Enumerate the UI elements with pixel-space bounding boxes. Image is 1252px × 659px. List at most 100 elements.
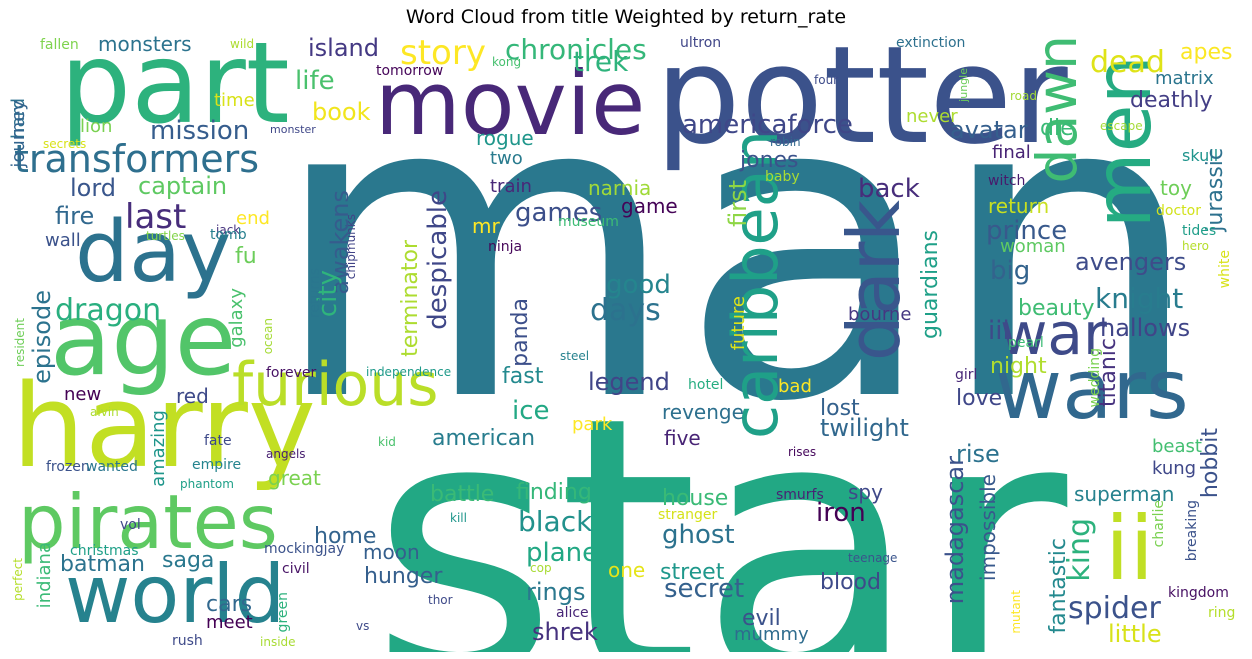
cloud-word-last: last <box>125 197 187 237</box>
cloud-word-saga: saga <box>162 548 215 573</box>
cloud-word-shrek: shrek <box>532 618 598 646</box>
cloud-word-christmas: christmas <box>70 543 139 559</box>
cloud-word-secrets: secrets <box>43 137 87 151</box>
cloud-word-narnia: narnia <box>588 176 652 200</box>
cloud-word-extinction: extinction <box>896 35 966 51</box>
cloud-word-perfect: perfect <box>11 558 25 601</box>
cloud-word-rise: rise <box>956 440 1000 468</box>
cloud-word-empire: empire <box>192 457 242 473</box>
cloud-word-amazing: amazing <box>148 410 169 487</box>
cloud-word-terminator: terminator <box>398 240 423 357</box>
cloud-word-ice: ice <box>512 396 550 426</box>
cloud-word-road: road <box>1010 89 1037 103</box>
cloud-word-planet: planet <box>526 538 609 568</box>
cloud-word-dark: dark <box>832 200 916 362</box>
cloud-word-revenge: revenge <box>662 400 744 424</box>
cloud-word-indiana: indiana <box>34 542 55 609</box>
cloud-word-great: great <box>268 466 321 490</box>
cloud-word-kung: kung <box>1152 458 1197 479</box>
cloud-word-wedding: wedding <box>1087 348 1103 408</box>
cloud-word-dead: dead <box>1090 45 1165 80</box>
cloud-word-ii: ii <box>1105 497 1154 600</box>
cloud-word-book: book <box>312 98 371 126</box>
cloud-word-never: never <box>906 106 958 127</box>
cloud-word-lost: lost <box>820 396 860 421</box>
cloud-word-knight: knight <box>1095 282 1184 315</box>
cloud-word-monsters: monsters <box>98 32 192 56</box>
cloud-word-ocean: ocean <box>261 318 275 355</box>
cloud-word-apes: apes <box>1180 40 1233 65</box>
cloud-word-mr: mr <box>472 214 500 238</box>
cloud-word-ring: ring <box>1208 605 1236 621</box>
cloud-word-home: home <box>314 524 377 549</box>
cloud-word-harry: harry <box>12 360 316 494</box>
cloud-word-charlie: charlie <box>1151 500 1167 548</box>
cloud-word-american: american <box>432 426 536 451</box>
cloud-word-spider: spider <box>1068 591 1161 626</box>
cloud-word-age: age <box>50 281 237 398</box>
cloud-word-hobbit: hobbit <box>1198 428 1223 499</box>
cloud-word-phantom: phantom <box>180 477 234 491</box>
cloud-word-matrix: matrix <box>1155 68 1214 89</box>
cloud-word-kingdom: kingdom <box>1168 585 1229 601</box>
cloud-word-man: man <box>270 32 1203 494</box>
cloud-word-blood: blood <box>820 570 881 595</box>
cloud-word-kill: kill <box>450 511 467 525</box>
cloud-word-iii: iii <box>988 316 1010 346</box>
cloud-word-woman: woman <box>1000 236 1066 257</box>
cloud-word-teenage: teenage <box>848 551 898 565</box>
cloud-word-angels: angels <box>266 447 306 461</box>
cloud-word-big: big <box>990 256 1031 286</box>
cloud-word-night: night <box>990 354 1047 379</box>
cloud-word-cars: cars <box>206 592 253 617</box>
cloud-word-two: two <box>490 148 523 169</box>
cloud-word-impossible: impossible <box>976 474 1000 581</box>
cloud-word-white: white <box>1217 250 1233 289</box>
cloud-word-ultron: ultron <box>680 35 722 51</box>
cloud-word-kid: kid <box>378 435 396 449</box>
cloud-word-girl: girl <box>955 367 978 383</box>
cloud-word-war: war <box>1000 300 1107 368</box>
cloud-word-time: time <box>214 90 255 111</box>
cloud-word-dragon: dragon <box>55 293 162 328</box>
cloud-word-train: train <box>490 176 532 197</box>
cloud-word-forever: forever <box>266 365 317 381</box>
cloud-word-hero: hero <box>1182 239 1209 253</box>
cloud-word-chronicles: chronicles <box>505 33 647 66</box>
cloud-word-ninja: ninja <box>488 239 523 255</box>
cloud-word-avatar: avatar <box>950 116 1028 144</box>
cloud-word-journey: journey <box>10 100 29 168</box>
cloud-word-mockingjay: mockingjay <box>264 541 345 557</box>
cloud-word-inside: inside <box>260 635 296 649</box>
cloud-word-spy: spy <box>848 480 883 504</box>
cloud-word-days: days <box>590 293 661 328</box>
cloud-word-bourne: bourne <box>848 304 912 325</box>
cloud-word-alice: alice <box>556 605 589 621</box>
cloud-word-vol: vol <box>120 517 141 533</box>
cloud-word-skull: skull <box>1182 146 1219 165</box>
cloud-word-hotel: hotel <box>688 377 724 393</box>
chart-title: Word Cloud from title Weighted by return… <box>405 6 847 28</box>
cloud-word-four: four <box>814 73 839 87</box>
cloud-word-galaxy: galaxy <box>226 288 247 348</box>
cloud-word-rush: rush <box>172 633 203 649</box>
cloud-word-steel: steel <box>560 349 590 363</box>
cloud-word-deathly: deathly <box>1130 88 1213 113</box>
cloud-word-men: men <box>1079 55 1169 229</box>
cloud-word-secret: secret <box>664 574 745 604</box>
cloud-word-witch: witch <box>988 173 1026 189</box>
cloud-word-turtles: turtles <box>146 229 185 243</box>
cloud-word-end: end <box>236 208 270 229</box>
cloud-word-independence: independence <box>366 365 452 379</box>
cloud-word-smurfs: smurfs <box>776 487 824 503</box>
cloud-word-little: little <box>1108 620 1162 648</box>
cloud-word-ghost: ghost <box>662 520 735 550</box>
cloud-word-twilight: twilight <box>820 414 909 442</box>
cloud-word-fast: fast <box>502 364 544 389</box>
cloud-word-green: green <box>275 592 291 633</box>
cloud-word-rogue: rogue <box>476 126 534 150</box>
cloud-word-wild: wild <box>230 37 255 51</box>
cloud-word-avengers: avengers <box>1075 248 1187 276</box>
cloud-word-new: new <box>64 384 102 405</box>
cloud-word-battle: battle <box>430 482 495 507</box>
